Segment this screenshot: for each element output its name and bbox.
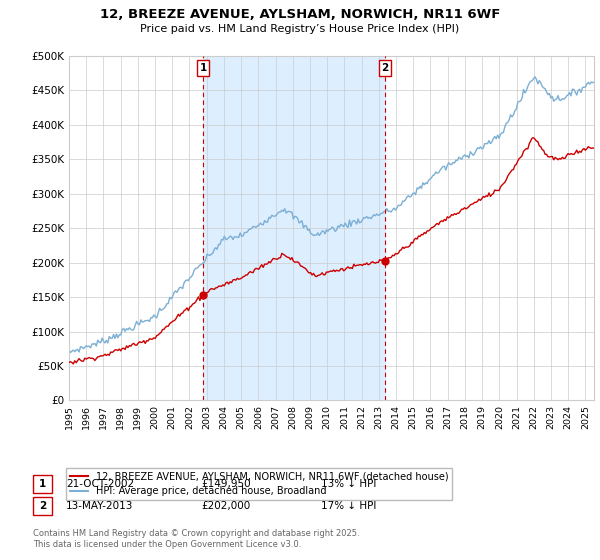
Text: 21-OCT-2002: 21-OCT-2002 [66, 479, 134, 489]
Text: 17% ↓ HPI: 17% ↓ HPI [321, 501, 376, 511]
Text: Price paid vs. HM Land Registry’s House Price Index (HPI): Price paid vs. HM Land Registry’s House … [140, 24, 460, 34]
Text: 2: 2 [382, 63, 389, 73]
Text: 1: 1 [200, 63, 207, 73]
Text: 2: 2 [39, 501, 46, 511]
Text: 1: 1 [39, 479, 46, 489]
Bar [203, 56, 385, 400]
Text: Contains HM Land Registry data © Crown copyright and database right 2025.
This d: Contains HM Land Registry data © Crown c… [33, 529, 359, 549]
Text: £149,950: £149,950 [201, 479, 251, 489]
Text: 13-MAY-2013: 13-MAY-2013 [66, 501, 133, 511]
Legend: 12, BREEZE AVENUE, AYLSHAM, NORWICH, NR11 6WF (detached house), HPI: Average pri: 12, BREEZE AVENUE, AYLSHAM, NORWICH, NR1… [67, 468, 452, 500]
Text: 13% ↓ HPI: 13% ↓ HPI [321, 479, 376, 489]
Text: £202,000: £202,000 [201, 501, 250, 511]
Text: 12, BREEZE AVENUE, AYLSHAM, NORWICH, NR11 6WF: 12, BREEZE AVENUE, AYLSHAM, NORWICH, NR1… [100, 8, 500, 21]
